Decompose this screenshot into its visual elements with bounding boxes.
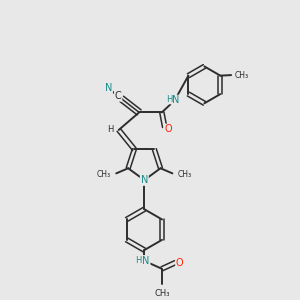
Text: CH₃: CH₃ [97,170,111,179]
Text: C: C [115,91,122,101]
Text: H: H [135,256,142,265]
Text: H: H [108,125,114,134]
Text: N: N [172,95,179,106]
Text: O: O [176,258,184,268]
Text: CH₃: CH₃ [235,70,249,80]
Text: N: N [141,175,148,185]
Text: N: N [142,256,150,266]
Text: H: H [166,95,172,104]
Text: O: O [164,124,172,134]
Text: CH₃: CH₃ [178,170,192,179]
Text: CH₃: CH₃ [154,289,170,298]
Text: N: N [105,83,112,93]
